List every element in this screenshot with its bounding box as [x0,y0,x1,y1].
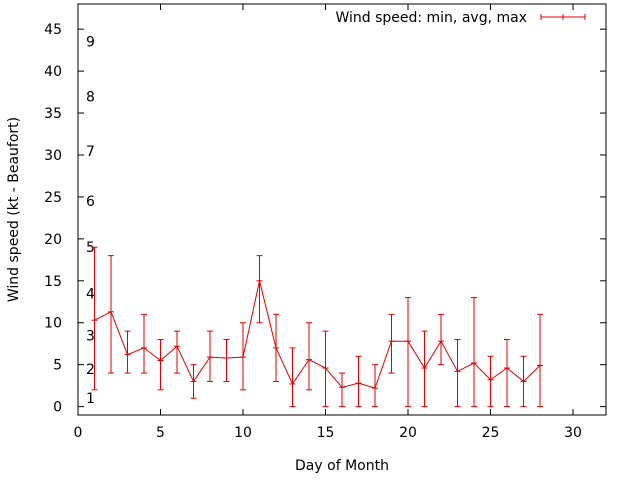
y-axis-label: Wind speed (kt - Beaufort) [6,117,22,302]
data-point-errorbar [174,330,180,374]
data-point-errorbar [405,297,411,408]
x-tick-label: 25 [482,425,500,441]
y-tick-label: 0 [53,400,62,416]
x-axis-label: Day of Month [295,458,389,474]
data-point-errorbar [207,330,213,382]
data-point-errorbar [421,330,428,408]
x-tick-label: 5 [156,425,165,441]
data-point-errorbar [256,255,263,324]
data-point-errorbar [388,313,395,374]
beaufort-label: 6 [86,194,95,210]
legend-swatch [540,14,586,20]
data-point-errorbar [487,355,494,408]
series-avg-line [94,280,541,389]
data-point-errorbar [520,355,527,408]
data-point-errorbar [306,322,312,391]
legend: Wind speed: min, avg, max [335,10,586,26]
y-tick-label: 20 [44,232,62,248]
beaufort-label: 8 [86,89,95,105]
data-point-errorbar [141,313,147,374]
x-tick-label: 30 [564,425,582,441]
beaufort-label: 3 [86,328,95,344]
x-tick-label: 10 [234,425,252,441]
beaufort-label: 4 [86,286,95,302]
y-tick-label: 15 [44,274,62,290]
x-tick-label: 0 [74,425,83,441]
data-point-errorbar [240,322,246,391]
data-point-errorbar [108,255,114,374]
beaufort-label: 2 [86,362,95,378]
beaufort-label: 9 [86,35,95,51]
plot-frame [77,3,607,416]
series-layer [91,246,543,408]
data-point-errorbar [355,355,362,408]
data-point-errorbar [339,372,345,408]
data-point-errorbar [322,330,329,408]
data-point-errorbar [438,313,444,366]
data-point-errorbar [372,364,378,408]
beaufort-label: 5 [86,240,95,256]
y-tick-label: 25 [44,190,62,206]
legend-label: Wind speed: min, avg, max [335,10,527,26]
y-tick-label: 10 [44,316,62,332]
beaufort-label: 7 [86,144,95,160]
data-point-errorbar [537,313,543,408]
data-point-errorbar [157,339,164,391]
data-point-errorbar [504,339,510,408]
data-point-errorbar [454,339,461,408]
y-tick-label: 35 [44,106,62,122]
y-tick-label: 5 [53,358,62,374]
y-tick-label: 30 [44,148,62,164]
data-point-errorbar [273,313,279,382]
data-point-errorbar [471,297,477,408]
y-tick-label: 40 [44,64,62,80]
data-point-errorbar [124,330,131,374]
beaufort-label: 1 [86,391,95,407]
y-tick-label: 45 [44,22,62,38]
x-tick-label: 20 [399,425,417,441]
data-point-errorbar [223,339,230,382]
data-point-errorbar [91,246,98,391]
data-point-errorbar [190,364,197,399]
x-tick-label: 15 [317,425,335,441]
data-point-errorbar [289,347,296,408]
beaufort-labels: 1 2 3 4 5 6 7 8 9 [86,35,95,407]
